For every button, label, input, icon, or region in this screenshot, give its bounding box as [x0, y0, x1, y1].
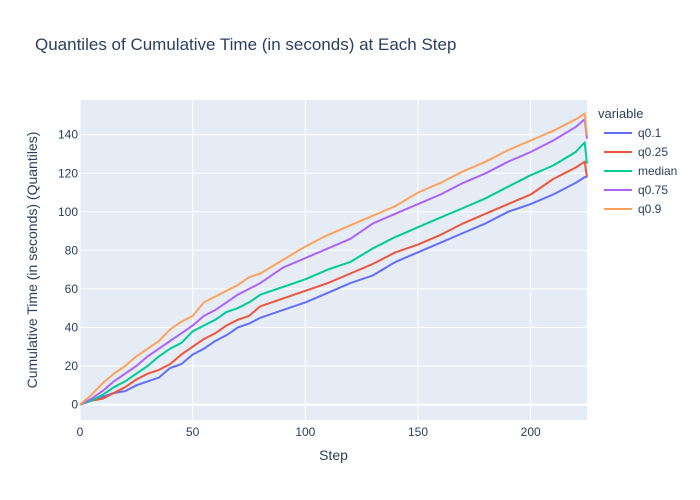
y-tick-label: 60 — [65, 282, 79, 296]
tick-labels: 0 20 40 60 80 100 120 140 0 50 100 150 200 — [58, 128, 541, 439]
legend-title: variable — [598, 106, 644, 121]
legend-item-q0.25[interactable]: q0.25 — [604, 145, 668, 159]
legend-label: q0.1 — [638, 126, 662, 140]
series-line-q0.75 — [79, 118, 588, 406]
series-line-q0.25 — [79, 160, 588, 406]
legend-label: median — [638, 164, 677, 178]
x-tick-label: 50 — [186, 425, 200, 439]
legend-item-q0.9[interactable]: q0.9 — [604, 202, 662, 216]
chart-title: Quantiles of Cumulative Time (in seconds… — [35, 35, 456, 54]
y-tick-label: 120 — [58, 166, 78, 180]
x-tick-label: 200 — [521, 425, 541, 439]
y-tick-label: 80 — [65, 243, 79, 257]
y-tick-label: 40 — [65, 320, 79, 334]
y-tick-label: 140 — [58, 128, 78, 142]
legend[interactable]: variable q0.1 q0.25 median q0.75 q0.9 — [598, 106, 677, 216]
y-tick-label: 0 — [71, 398, 78, 412]
series-line-median — [79, 141, 588, 406]
legend-label: q0.75 — [638, 183, 668, 197]
legend-item-q0.1[interactable]: q0.1 — [604, 126, 662, 140]
legend-item-median[interactable]: median — [604, 164, 677, 178]
x-tick-label: 100 — [295, 425, 315, 439]
x-axis-title: Step — [319, 447, 348, 463]
legend-label: q0.9 — [638, 202, 662, 216]
y-axis-title: Cumulative Time (in seconds) (Quantiles) — [24, 132, 40, 389]
series-line-q0.9 — [79, 112, 588, 406]
legend-label: q0.25 — [638, 145, 668, 159]
series-layer — [79, 112, 588, 406]
y-tick-label: 100 — [58, 205, 78, 219]
x-tick-label: 0 — [77, 425, 84, 439]
series-line-q0.1 — [79, 176, 587, 406]
x-tick-label: 150 — [408, 425, 428, 439]
legend-item-q0.75[interactable]: q0.75 — [604, 183, 668, 197]
grid — [79, 100, 587, 420]
y-tick-label: 20 — [65, 359, 79, 373]
